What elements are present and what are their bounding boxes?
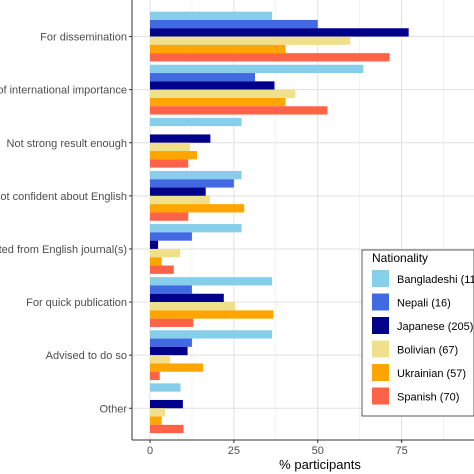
bar-ukrainian-3 [150, 204, 245, 213]
bar-bangladeshi-3 [150, 170, 242, 180]
legend-title: Nationality [372, 251, 428, 265]
y-tick-label: ot confident about English [0, 191, 127, 203]
bar-bolivian-5 [150, 302, 236, 311]
y-tick-label: of international importance [0, 85, 127, 97]
legend-key [372, 364, 389, 381]
bar-spanish-4 [150, 265, 174, 274]
legend-key [372, 340, 389, 358]
bar-ukrainian-2 [150, 151, 197, 160]
bar-japanese-3 [150, 187, 206, 196]
bar-nepali-1 [150, 73, 256, 82]
bar-spanish-1 [150, 106, 328, 115]
legend-label: Ukrainian (57) [397, 368, 466, 380]
bar-spanish-0 [150, 53, 390, 62]
y-tick-label: For dissemination [40, 32, 127, 44]
legend[interactable]: Nationality Bangladeshi (11) Nepali (16) J… [361, 249, 474, 417]
y-tick-label: Not strong result enough [7, 138, 127, 150]
legend-label: Bolivian (67) [397, 345, 458, 357]
legend-label: Nepali (16) [397, 298, 451, 310]
bar-japanese-2 [150, 134, 211, 143]
bar-japanese-5 [150, 293, 224, 303]
y-tick-label: Advised to do so [46, 350, 127, 362]
legend-key [372, 387, 389, 405]
bar-ukrainian-6 [150, 363, 204, 372]
bar-spanish-7 [150, 424, 184, 434]
bar-spanish-2 [150, 159, 189, 168]
bar-nepali-3 [150, 179, 234, 188]
bar-japanese-0 [150, 28, 409, 37]
bar-spanish-3 [150, 212, 189, 221]
bar-bangladeshi-1 [150, 64, 364, 74]
legend-key [372, 317, 389, 334]
bars [150, 11, 409, 434]
x-tick-label: 75 [396, 445, 408, 457]
bar-bangladeshi-6 [150, 330, 273, 339]
y-tick-label: For quick publication [26, 297, 127, 309]
bar-bolivian-0 [150, 36, 351, 45]
bar-japanese-6 [150, 346, 188, 356]
y-tick-label: Other [99, 403, 127, 415]
bar-bangladeshi-5 [150, 277, 273, 286]
legend-key [372, 293, 389, 311]
bar-ukrainian-4 [150, 257, 162, 266]
bar-nepali-5 [150, 285, 192, 294]
bar-bolivian-2 [150, 142, 190, 152]
bar-ukrainian-5 [150, 310, 274, 319]
bar-bolivian-7 [150, 408, 166, 417]
y-tick-label: ted from English journal(s) [0, 244, 127, 256]
bar-bolivian-4 [150, 248, 181, 258]
bar-bolivian-3 [150, 195, 211, 205]
x-axis-title: % participants [279, 457, 361, 472]
bar-ukrainian-0 [150, 44, 286, 54]
x-tick-label: 50 [312, 445, 324, 457]
legend-items: Bangladeshi (11) Nepali (16) Japanese (205… [372, 270, 474, 405]
bar-japanese-4 [150, 240, 159, 249]
y-axis-ticks: For dissemination of international import… [0, 32, 132, 415]
bar-bangladeshi-0 [150, 11, 273, 20]
x-axis-ticks: 0 25 50 75 [147, 440, 408, 457]
bar-japanese-1 [150, 81, 275, 90]
legend-label: Spanish (70) [397, 392, 459, 404]
bar-nepali-4 [150, 232, 192, 241]
legend-label: Bangladeshi (11) [397, 274, 474, 286]
x-tick-label: 25 [228, 445, 240, 457]
bar-ukrainian-1 [150, 97, 286, 107]
x-tick-label: 0 [147, 445, 153, 457]
bar-bangladeshi-7 [150, 383, 181, 392]
bar-bolivian-6 [150, 355, 171, 364]
bar-japanese-7 [150, 399, 183, 409]
bar-spanish-5 [150, 318, 194, 327]
bar-bolivian-1 [150, 89, 296, 98]
bar-nepali-6 [150, 338, 192, 347]
legend-key [372, 270, 389, 287]
bar-bangladeshi-2 [150, 117, 242, 127]
bar-spanish-6 [150, 371, 160, 381]
bar-bangladeshi-4 [150, 224, 242, 233]
legend-label: Japanese (205) [397, 321, 473, 333]
bar-nepali-0 [150, 19, 318, 29]
bar-ukrainian-7 [150, 416, 162, 425]
